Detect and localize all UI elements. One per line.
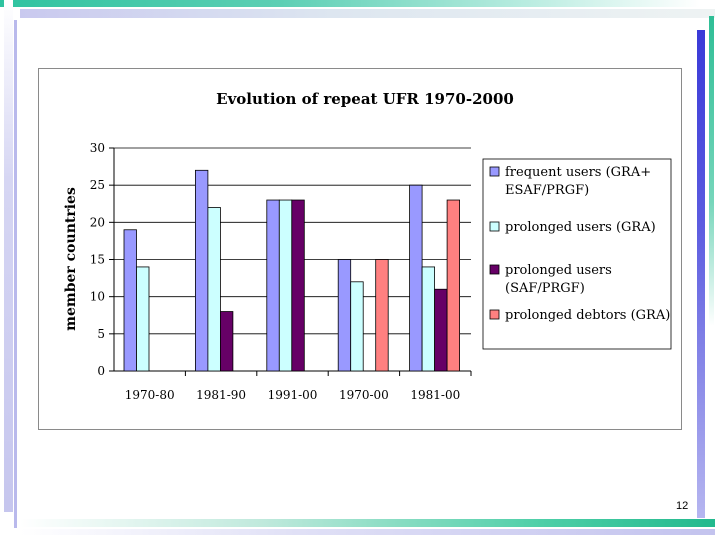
x-tick-label: 1981-00 (410, 388, 460, 402)
bar-prolonged-users-saf-prgf--1991-00 (291, 199, 305, 372)
bar-prolonged-users-gra--1991-00 (278, 199, 293, 372)
y-tick-label: 25 (90, 178, 105, 192)
y-tick-label: 15 (90, 253, 105, 267)
legend-box (482, 158, 672, 350)
bar-chart: Evolution of repeat UFR 1970-2000 member… (63, 90, 672, 402)
bar-prolonged-users-gra--1970-80 (136, 266, 150, 372)
bar-frequent-users-gra-esaf-prgf--1991-00 (266, 199, 280, 372)
right-accent-bar (697, 30, 705, 518)
y-tick-label: 0 (97, 364, 105, 378)
y-tick-label: 30 (90, 141, 105, 155)
bar-frequent-users-gra-esaf-prgf--1981-00 (409, 184, 423, 372)
top-accent-bar (0, 0, 700, 7)
legend-label: prolonged debtors (GRA) (505, 308, 670, 323)
bottom-accent-bar-light (20, 529, 715, 535)
y-tick-label: 10 (90, 290, 105, 304)
y-tick-label: 5 (97, 327, 105, 341)
bar-prolonged-debtors-gra--1970-00 (375, 259, 389, 372)
right-accent-bar-green (709, 16, 714, 326)
bar-prolonged-users-saf-prgf--1981-90 (219, 311, 234, 372)
bar-frequent-users-gra-esaf-prgf--1970-80 (123, 229, 137, 372)
legend-label: prolonged users (505, 263, 612, 278)
x-tick-label: 1981-90 (196, 388, 246, 402)
chart-frame: Evolution of repeat UFR 1970-2000 member… (38, 68, 682, 430)
chart-title: Evolution of repeat UFR 1970-2000 (216, 90, 514, 108)
bar-frequent-users-gra-esaf-prgf--1981-90 (194, 169, 209, 372)
legend-label: frequent users (GRA+ (505, 165, 651, 180)
bottom-accent-bar (20, 519, 715, 527)
x-tick-label: 1991-00 (268, 388, 318, 402)
bar-prolonged-users-saf-prgf--1981-00 (434, 288, 448, 372)
left-accent-bar (4, 0, 13, 512)
legend-label: (SAF/PRGF) (505, 281, 585, 296)
page-number: 12 (676, 500, 689, 512)
legend-label: prolonged users (GRA) (505, 220, 656, 235)
x-tick-label: 1970-00 (339, 388, 389, 402)
legend-label: ESAF/PRGF) (505, 183, 589, 198)
left-accent-line (14, 20, 17, 528)
y-axis-label: member countries (63, 187, 79, 331)
bar-prolonged-users-gra--1981-00 (421, 266, 436, 372)
bar-frequent-users-gra-esaf-prgf--1970-00 (337, 259, 352, 372)
legend: frequent users (GRA+ ESAF/PRGF) prolonged … (482, 158, 672, 350)
bar-prolonged-users-gra--1970-00 (350, 281, 364, 372)
x-tick-label: 1970-80 (125, 388, 175, 402)
bar-prolonged-debtors-gra--1981-00 (446, 199, 461, 372)
y-tick-label: 20 (90, 215, 105, 229)
legend-swatch (489, 264, 500, 275)
legend-swatch (489, 309, 500, 320)
bar-prolonged-users-gra--1981-90 (207, 207, 221, 372)
legend-swatch (489, 166, 500, 177)
top-accent-bar-light (20, 9, 715, 18)
legend-swatch (489, 221, 500, 232)
